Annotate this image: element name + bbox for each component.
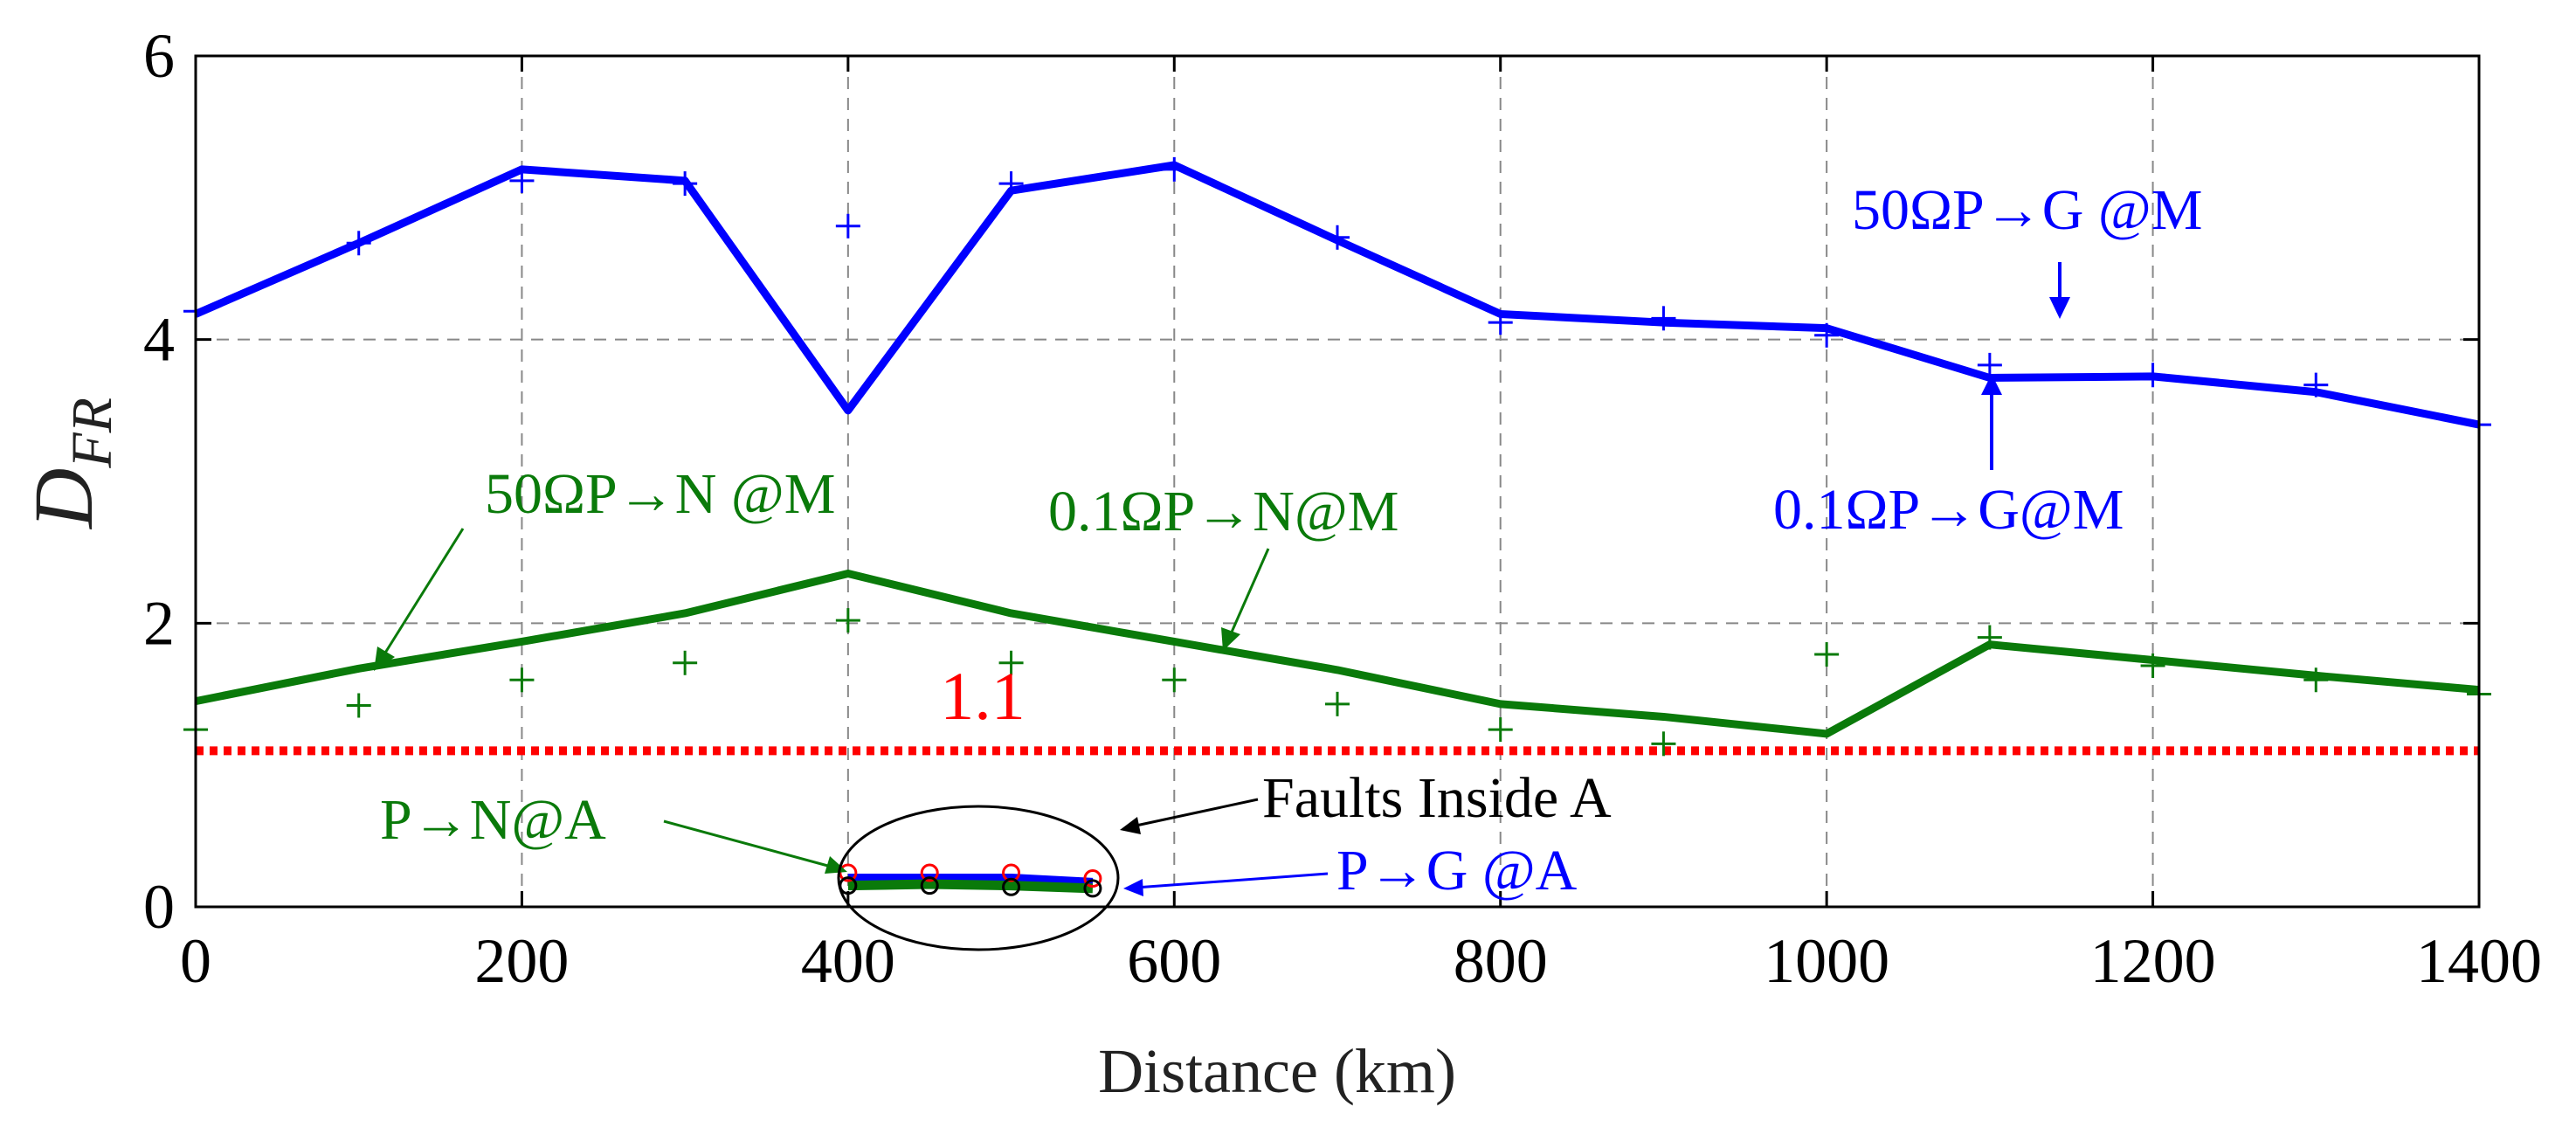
annotation-01-pg: 0.1ΩP→G@M (1773, 478, 2124, 542)
x-tick-label: 1200 (2090, 926, 2216, 996)
x-tick-label: 1400 (2416, 926, 2542, 996)
y-axis-title: DFR (17, 398, 124, 530)
data-point-plus (509, 168, 535, 193)
data-point-plus (1651, 731, 1676, 757)
data-point-plus (998, 650, 1024, 675)
axes-box (194, 54, 2481, 909)
arrow-pg-a-head (1123, 879, 1143, 896)
annotation-01-pn: 0.1ΩP→N@M (1048, 480, 1398, 543)
data-point-plus (1325, 225, 1350, 250)
faults-inside-ellipse (837, 805, 1120, 951)
data-point-plus (509, 667, 535, 693)
data-point-plus (1814, 322, 1840, 348)
ticks: 0 200 400 600 800 1000 1200 1400 0 2 4 6 (143, 21, 2542, 996)
annotation-50-pg: 50ΩP→G @M (1852, 178, 2202, 242)
data-point-circle (1083, 869, 1102, 888)
x-tick-label: 400 (801, 926, 895, 996)
data-point-plus (1488, 717, 1513, 743)
arrow-01-pn-head (1221, 627, 1240, 651)
data-point-circle (920, 863, 939, 882)
series-line (847, 874, 1094, 888)
data-point-plus (1814, 642, 1840, 667)
data-point-plus (1325, 691, 1350, 716)
data-point-plus (673, 171, 698, 197)
data-point-plus (998, 171, 1024, 197)
y-tick-label: 4 (143, 305, 175, 375)
arrow-50-pn (381, 528, 465, 658)
arrow-pn-a-head (825, 856, 847, 874)
series-layer (183, 156, 2491, 898)
series-line (195, 570, 2480, 738)
data-point-plus (2303, 667, 2329, 693)
data-point-plus (2140, 653, 2165, 679)
annotation-50-pn: 50ΩP→N @M (485, 462, 835, 526)
data-point-plus (1977, 625, 2002, 650)
data-point-plus (346, 231, 371, 256)
arrow-faults-head (1120, 817, 1141, 834)
data-point-plus (1162, 156, 1187, 182)
threshold-label: 1.1 (940, 658, 1026, 734)
grid (196, 56, 2479, 907)
data-point-plus (1162, 667, 1187, 693)
arrow-pg-a (1135, 872, 1329, 889)
arrow-50-pn-head (374, 646, 395, 671)
arrow-pn-a (663, 819, 835, 869)
y-axis-title-sub: FR (60, 398, 124, 469)
data-point-plus (1488, 310, 1513, 335)
arrow-50-pg-head (2049, 297, 2070, 319)
arrow-01-pg-head (1981, 374, 2002, 395)
x-tick-label: 0 (180, 926, 211, 996)
x-tick-label: 800 (1454, 926, 1548, 996)
arrow-faults (1131, 798, 1259, 828)
data-point-plus (2140, 363, 2165, 388)
x-tick-label: 200 (474, 926, 569, 996)
annotation-pg-a: P→G @A (1336, 839, 1578, 902)
y-tick-label: 6 (143, 21, 175, 91)
data-point-plus (835, 608, 860, 633)
x-tick-label: 1000 (1764, 926, 1889, 996)
y-axis-title-main: D (17, 468, 110, 530)
y-tick-label: 2 (143, 588, 175, 658)
arrow-01-pn (1228, 548, 1270, 637)
annotation-pn-a: P→N@A (380, 788, 606, 852)
y-tick-label: 0 (143, 872, 175, 942)
annotation-arrows (374, 262, 2070, 951)
x-tick-label: 600 (1127, 926, 1221, 996)
data-point-plus (1977, 352, 2002, 377)
data-point-plus (346, 693, 371, 718)
data-point-circle (1002, 863, 1021, 882)
data-point-plus (2303, 372, 2329, 398)
data-point-circle (1083, 879, 1102, 898)
data-point-plus (1651, 306, 1676, 331)
data-point-circle (1002, 877, 1021, 896)
data-point-plus (835, 213, 860, 239)
annotation-faults: Faults Inside A (1262, 766, 1612, 830)
series-line (847, 879, 1094, 894)
svg-text:DFR: DFR (17, 398, 124, 530)
x-axis-title: Distance (km) (1098, 1036, 1456, 1106)
data-point-circle (920, 876, 939, 895)
data-point-plus (673, 650, 698, 675)
